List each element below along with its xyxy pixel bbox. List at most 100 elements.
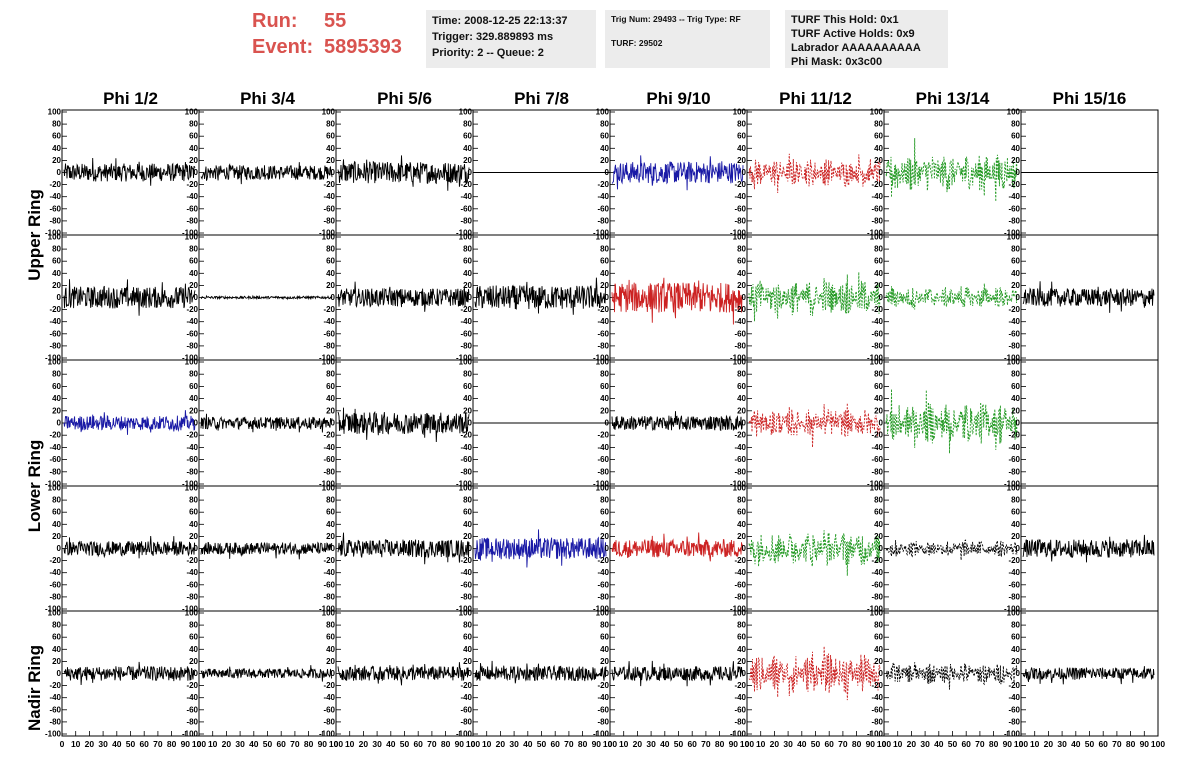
run-event-box: Run: 55 Event: 5895393 (252, 8, 402, 60)
y-tick-label: 20 (189, 156, 198, 165)
waveform-trace (63, 535, 196, 559)
y-tick-label: -40 (734, 443, 746, 452)
y-tick-label: 100 (322, 609, 336, 618)
column-header: Phi 5/6 (377, 89, 432, 108)
y-tick-label: 100 (1007, 233, 1021, 242)
y-tick-label: -40 (186, 443, 198, 452)
x-tick-label: 80 (715, 739, 725, 749)
y-tick-label: -100 (45, 229, 62, 238)
y-tick-label: 60 (189, 257, 198, 266)
y-tick-label: 20 (737, 406, 746, 415)
y-tick-label: 40 (463, 144, 472, 153)
x-tick-label: 50 (674, 739, 684, 749)
x-tick-label: 80 (852, 739, 862, 749)
y-tick-label: -100 (1004, 730, 1021, 739)
y-tick-label: 60 (463, 508, 472, 517)
y-tick-label: 40 (326, 394, 335, 403)
x-tick-label: 80 (441, 739, 451, 749)
y-tick-label: 0 (879, 293, 884, 302)
y-tick-label: -100 (730, 605, 747, 614)
y-tick-label: 40 (600, 394, 609, 403)
x-tick-label: 0 (334, 739, 339, 749)
x-tick-label: 50 (811, 739, 821, 749)
x-tick-label: 60 (550, 739, 560, 749)
y-tick-label: -100 (182, 229, 199, 238)
waveform-trace (885, 283, 1018, 310)
y-tick-label: 20 (737, 532, 746, 541)
x-tick-label: 40 (1071, 739, 1081, 749)
y-tick-label: 100 (459, 233, 473, 242)
y-tick-label: -20 (460, 180, 472, 189)
y-tick-label: 60 (874, 132, 883, 141)
y-tick-label: -20 (186, 431, 198, 440)
y-tick-label: -60 (460, 455, 472, 464)
y-tick-label: -80 (734, 592, 746, 601)
y-tick-label: 40 (52, 394, 61, 403)
y-tick-label: 0 (57, 168, 62, 177)
y-tick-label: 60 (52, 382, 61, 391)
y-tick-label: 0 (57, 669, 62, 678)
y-tick-label: 60 (600, 257, 609, 266)
y-tick-label: -20 (871, 431, 883, 440)
turf-line: TURF: 29502 (611, 38, 663, 48)
run-label: Run: (252, 10, 298, 32)
y-tick-label: 40 (874, 144, 883, 153)
y-tick-label: -40 (49, 693, 61, 702)
y-tick-label: 20 (600, 156, 609, 165)
y-tick-label: 40 (737, 520, 746, 529)
y-tick-label: -80 (1008, 341, 1020, 350)
y-tick-label: 40 (189, 269, 198, 278)
y-tick-label: 40 (1011, 520, 1020, 529)
panel-frame (746, 359, 885, 487)
waveform-trace (1022, 534, 1155, 563)
y-tick-label: -20 (49, 431, 61, 440)
x-tick-label: 20 (359, 739, 369, 749)
y-tick-label: 60 (52, 132, 61, 141)
y-tick-label: 40 (189, 144, 198, 153)
y-tick-label: 100 (322, 108, 336, 117)
y-tick-label: 80 (874, 496, 883, 505)
y-tick-label: -80 (186, 216, 198, 225)
y-tick-label: 20 (52, 281, 61, 290)
y-tick-label: -60 (871, 705, 883, 714)
x-tick-label: 90 (592, 739, 602, 749)
waveform-trace (474, 529, 607, 568)
y-tick-label: 0 (468, 669, 473, 678)
y-tick-label: 40 (874, 394, 883, 403)
x-tick-label: 40 (797, 739, 807, 749)
y-tick-label: 40 (737, 645, 746, 654)
y-tick-label: -40 (186, 192, 198, 201)
y-tick-label: 80 (52, 370, 61, 379)
x-tick-label: 20 (1044, 739, 1054, 749)
y-tick-label: -80 (186, 717, 198, 726)
y-tick-label: -100 (867, 480, 884, 489)
y-tick-label: 60 (874, 382, 883, 391)
y-tick-label: -100 (730, 354, 747, 363)
y-tick-label: -40 (49, 192, 61, 201)
x-tick-label: 70 (1112, 739, 1122, 749)
x-tick-label: 30 (509, 739, 519, 749)
y-tick-label: -40 (323, 568, 335, 577)
y-tick-label: 40 (1011, 144, 1020, 153)
y-tick-label: 20 (189, 657, 198, 666)
y-tick-label: -100 (182, 605, 199, 614)
y-tick-label: -80 (734, 717, 746, 726)
y-tick-label: -40 (1008, 443, 1020, 452)
x-tick-label: 70 (564, 739, 574, 749)
waveform-trace (1022, 281, 1155, 313)
y-tick-label: 100 (870, 484, 884, 493)
y-tick-label: -80 (49, 341, 61, 350)
y-tick-label: 40 (1011, 394, 1020, 403)
y-tick-label: 20 (1011, 281, 1020, 290)
x-tick-label: 0 (882, 739, 887, 749)
y-tick-label: -100 (456, 229, 473, 238)
y-tick-label: 100 (185, 108, 199, 117)
y-tick-label: -20 (49, 556, 61, 565)
y-tick-label: -20 (1008, 305, 1020, 314)
y-tick-label: 40 (326, 144, 335, 153)
y-tick-label: 0 (1016, 669, 1021, 678)
y-tick-label: -80 (871, 467, 883, 476)
y-tick-label: -80 (1008, 592, 1020, 601)
y-tick-label: 60 (326, 132, 335, 141)
y-tick-label: -60 (1008, 705, 1020, 714)
